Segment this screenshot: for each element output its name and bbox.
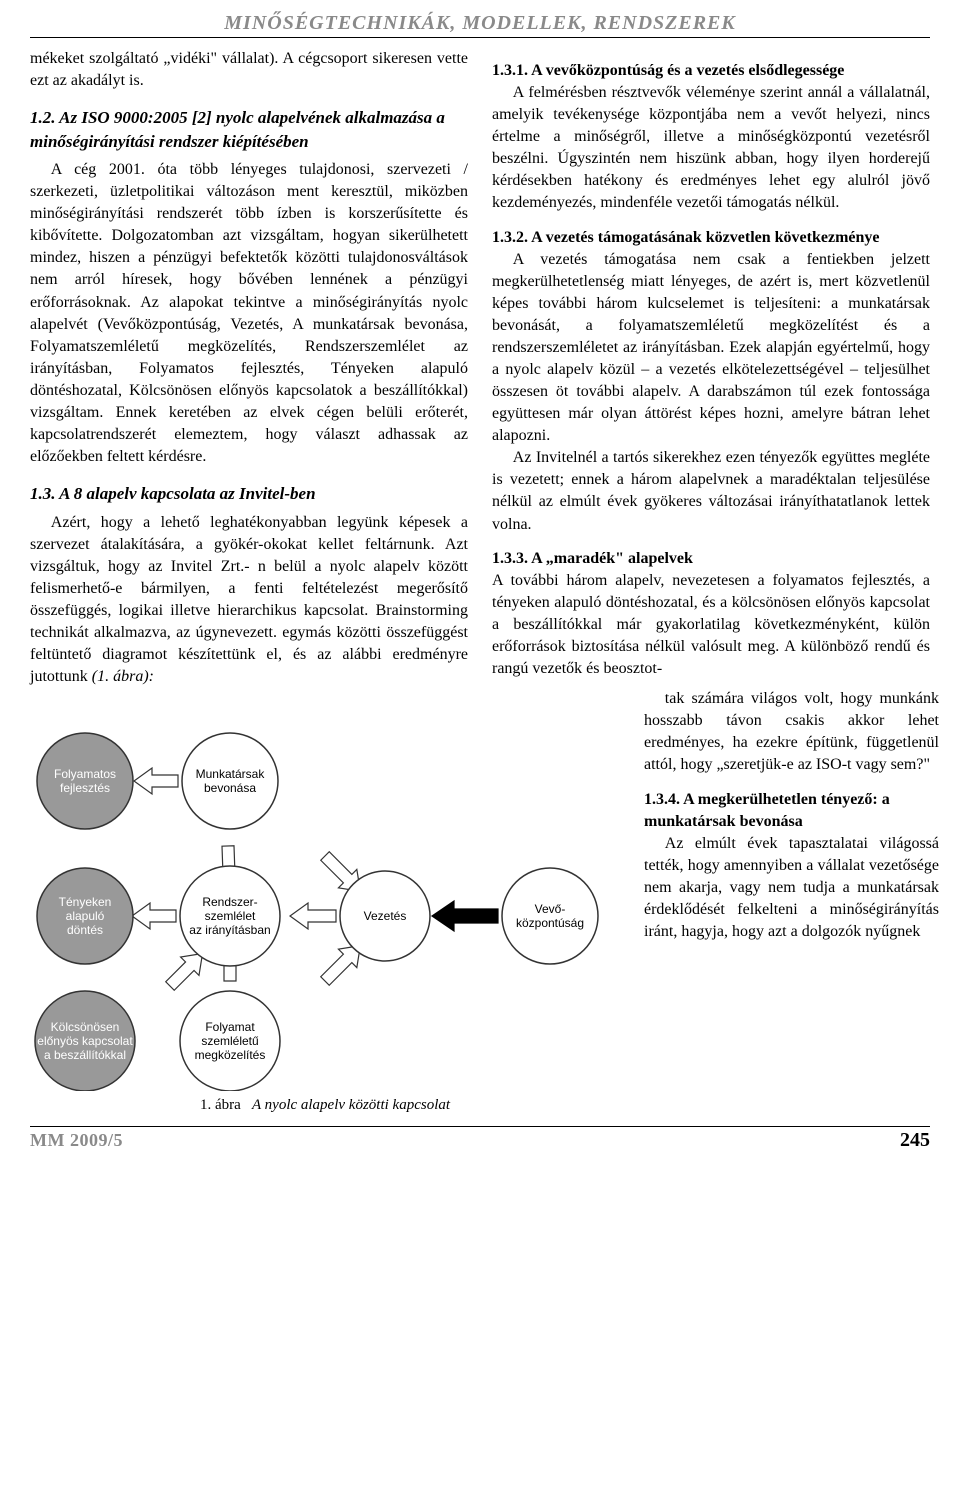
heading-1-3-4: 1.3.4. A megkerülhetetlen tényező: a mun… <box>644 789 939 833</box>
node-label: Munkatársak <box>196 767 266 781</box>
left-p3: Azért, hogy a lehető leghatékonyabban le… <box>30 512 468 689</box>
node-label: alapuló <box>66 909 105 923</box>
node-label: az irányításban <box>189 923 270 937</box>
node-label: Rendszer- <box>202 895 257 909</box>
node-label: szemléletű <box>201 1034 259 1048</box>
node-label: bevonása <box>204 781 256 795</box>
left-p1: mékeket szolgáltató „vidéki" vállalat). … <box>30 48 468 92</box>
node-tenyeken-alapulo: Tényeken alapuló döntés <box>37 868 133 964</box>
node-label: Tényeken <box>59 895 112 909</box>
node-label: Folyamat <box>205 1020 255 1034</box>
left-p2: A cég 2001. óta több lényeges tulajdonos… <box>30 159 468 468</box>
node-label: Vezetés <box>364 909 407 923</box>
node-label: döntés <box>67 923 103 937</box>
node-label: Vevő- <box>535 902 566 916</box>
principles-diagram: Folyamatos fejlesztés Munkatársak bevoná… <box>30 706 620 1091</box>
footer: MM 2009/5 245 <box>30 1126 930 1152</box>
node-label: megközelítés <box>195 1048 266 1062</box>
diagram-container: Folyamatos fejlesztés Munkatársak bevoná… <box>30 706 620 1114</box>
right-p132a: A vezetés támogatása nem csak a fentiekb… <box>492 249 930 448</box>
arrow-munkbev-folyfejl <box>134 768 178 794</box>
right-p133b: tak számára világos volt, hogy munkánk h… <box>644 688 939 776</box>
node-munkatarsak-bevonasa: Munkatársak bevonása <box>182 733 278 829</box>
fig-ref: (1. ábra): <box>92 668 154 685</box>
node-vezetes: Vezetés <box>340 871 430 961</box>
node-rendszerszemlelet: Rendszer- szemlélet az irányításban <box>180 866 280 966</box>
heading-1-3-2: 1.3.2. A vezetés támogatásának közvetlen… <box>492 227 930 249</box>
fig-number: 1. ábra <box>200 1097 241 1113</box>
diagram-caption: 1. ábra A nyolc alapelv közötti kapcsola… <box>30 1097 620 1114</box>
heading-1-3-3: 1.3.3. A „maradék" alapelvek <box>492 548 930 570</box>
node-label: Folyamatos <box>54 767 116 781</box>
arrow-vezetes-rendsz <box>290 903 336 929</box>
heading-1-3-1: 1.3.1. A vevőközpontúság és a vezetés el… <box>492 60 930 82</box>
footer-page-number: 245 <box>900 1129 930 1152</box>
node-label: a beszállítókkal <box>44 1048 126 1062</box>
right-p133a: A további három alapelv, nevezetesen a f… <box>492 570 930 680</box>
node-label: előnyös kapcsolat <box>37 1034 133 1048</box>
heading-1-3: 1.3. A 8 alapelv kapcsolata az Invitel-b… <box>30 482 468 505</box>
left-p3-text: Azért, hogy a lehető leghatékonyabban le… <box>30 514 468 686</box>
arrow-vevo-vezetes <box>432 901 498 931</box>
bottom-row: Folyamatos fejlesztés Munkatársak bevoná… <box>30 688 930 1114</box>
fig-title: A nyolc alapelv közötti kapcsolat <box>252 1097 450 1113</box>
right-p132b: Az Invitelnél a tartós sikerekhez ezen t… <box>492 447 930 535</box>
arrow-rendsz-tenyalap <box>132 903 176 929</box>
two-column-layout: mékeket szolgáltató „vidéki" vállalat). … <box>30 48 930 688</box>
right-column: 1.3.1. A vevőközpontúság és a vezetés el… <box>492 48 930 688</box>
node-label: Kölcsönösen <box>51 1020 120 1034</box>
node-label: szemlélet <box>205 909 256 923</box>
footer-issue: MM 2009/5 <box>30 1130 123 1151</box>
node-folyamatszemlelet: Folyamat szemléletű megközelítés <box>180 991 280 1091</box>
heading-1-2: 1.2. Az ISO 9000:2005 [2] nyolc alapelvé… <box>30 106 468 153</box>
node-kolcsonosen: Kölcsönösen előnyös kapcsolat a beszállí… <box>35 991 135 1091</box>
node-label: fejlesztés <box>60 781 110 795</box>
node-label: központúság <box>516 916 584 930</box>
node-vevokozpontusag: Vevő- központúság <box>502 868 598 964</box>
right-p131: A felmérésben résztvevők véleménye szeri… <box>492 82 930 214</box>
page-header: MINŐSÉGTECHNIKÁK, MODELLEK, RENDSZEREK <box>30 12 930 38</box>
left-column: mékeket szolgáltató „vidéki" vállalat). … <box>30 48 468 688</box>
right-narrow-column: tak számára világos volt, hogy munkánk h… <box>644 688 939 1114</box>
right-p134: Az elmúlt évek tapasztalatai világossá t… <box>644 833 939 943</box>
node-folyamatos-fejlesztes: Folyamatos fejlesztés <box>37 733 133 829</box>
